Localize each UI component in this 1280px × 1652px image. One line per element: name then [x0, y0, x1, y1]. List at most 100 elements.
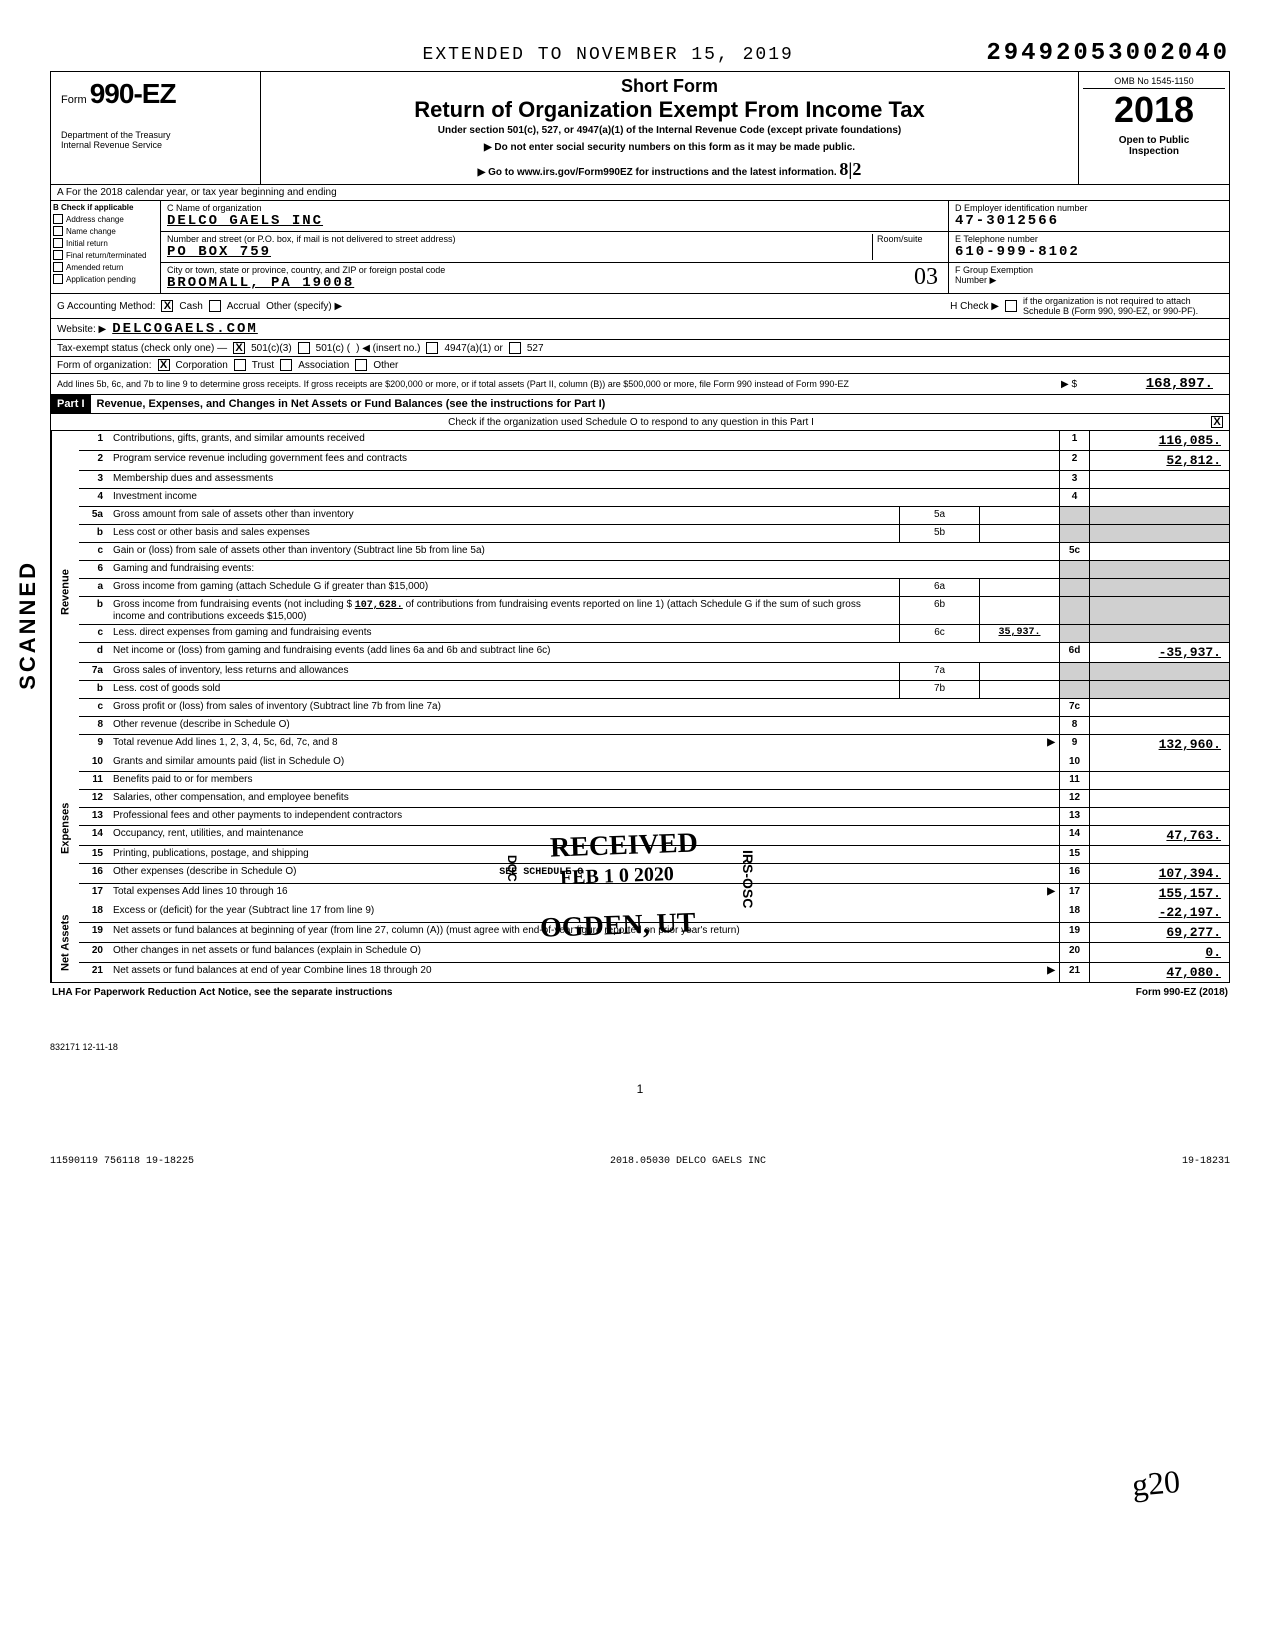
line-l-text: Add lines 5b, 6c, and 7b to line 9 to de…	[57, 379, 1055, 389]
corp-checkbox: X	[158, 359, 170, 371]
chk-pending: Application pending	[53, 274, 158, 284]
line-5b: bLess cost or other basis and sales expe…	[79, 525, 1229, 543]
line-6: 6Gaming and fundraising events:	[79, 561, 1229, 579]
group-exemption-row: F Group Exemption Number ▶	[949, 263, 1229, 288]
h-check-text: if the organization is not required to a…	[1023, 296, 1223, 316]
chk-address-change: Address change	[53, 214, 158, 224]
line-10: 10Grants and similar amounts paid (list …	[79, 754, 1229, 772]
line-17: 17Total expenses Add lines 10 through 16…	[79, 884, 1229, 903]
website-value: DELCOGAELS.COM	[112, 321, 258, 337]
other-org-checkbox	[355, 359, 367, 371]
line-14: 14Occupancy, rent, utilities, and mainte…	[79, 826, 1229, 846]
part1-header-row: Part I Revenue, Expenses, and Changes in…	[50, 395, 1230, 414]
footer-center: 2018.05030 DELCO GAELS INC	[610, 1156, 766, 1167]
lha-row: LHA For Paperwork Reduction Act Notice, …	[50, 983, 1230, 1002]
footer-code: 832171 12-11-18	[50, 1042, 1230, 1052]
line-8: 8Other revenue (describe in Schedule O)8	[79, 717, 1229, 735]
phone-row: E Telephone number 610-999-8102	[949, 232, 1229, 263]
line-6a: aGross income from gaming (attach Schedu…	[79, 579, 1229, 597]
line-7a: 7aGross sales of inventory, less returns…	[79, 663, 1229, 681]
line-11: 11Benefits paid to or for members11	[79, 772, 1229, 790]
line-j: Tax-exempt status (check only one) — X50…	[50, 340, 1230, 357]
form-number-cell: Form 990-EZ Department of the Treasury I…	[51, 72, 261, 184]
website-label: Website: ▶	[57, 324, 106, 335]
signature-initial: g20	[1130, 1463, 1181, 1504]
line-20: 20Other changes in net assets or fund ba…	[79, 943, 1229, 963]
dept-irs: Internal Revenue Service	[61, 140, 250, 150]
part1-label: Part I	[51, 395, 91, 413]
phone-value: 610-999-8102	[955, 244, 1223, 260]
line-6d: dNet income or (loss) from gaming and fu…	[79, 643, 1229, 663]
form-990ez-label: 990-EZ	[90, 78, 176, 109]
line-2: 2Program service revenue including gover…	[79, 451, 1229, 471]
line-l: Add lines 5b, 6c, and 7b to line 9 to de…	[50, 374, 1230, 395]
org-name-value: DELCO GAELS INC	[167, 213, 942, 229]
doc-stamp: DOC	[505, 855, 519, 882]
city-label: City or town, state or province, country…	[167, 265, 942, 275]
line-3: 3Membership dues and assessments3	[79, 471, 1229, 489]
box-d-e-f: D Employer identification number 47-3012…	[949, 201, 1229, 293]
org-name-row: C Name of organization DELCO GAELS INC	[161, 201, 948, 232]
inspection-label: Inspection	[1083, 146, 1225, 157]
line-g-h: G Accounting Method: XCash Accrual Other…	[50, 294, 1230, 319]
netassets-side-label: Net Assets	[51, 903, 79, 982]
line-a-calendar: A For the 2018 calendar year, or tax yea…	[50, 185, 1230, 201]
ssn-warning: ▶ Do not enter social security numbers o…	[265, 142, 1074, 153]
website-row: Website: ▶ DELCOGAELS.COM	[50, 319, 1230, 340]
ein-row: D Employer identification number 47-3012…	[949, 201, 1229, 232]
trust-checkbox	[234, 359, 246, 371]
line-7b: bLess. cost of goods sold7b	[79, 681, 1229, 699]
city-row: City or town, state or province, country…	[161, 263, 948, 293]
title-cell: Short Form Return of Organization Exempt…	[261, 72, 1079, 184]
line-18: 18Excess or (deficit) for the year (Subt…	[79, 903, 1229, 923]
top-line: EXTENDED TO NOVEMBER 15, 2019 2949205300…	[50, 40, 1230, 67]
h-check-label: H Check ▶	[950, 301, 999, 312]
lha-text: LHA For Paperwork Reduction Act Notice, …	[52, 987, 392, 998]
line-6b: bGross income from fundraising events (n…	[79, 597, 1229, 625]
ein-label: D Employer identification number	[955, 203, 1223, 213]
footer-left: 11590119 756118 19-18225	[50, 1156, 194, 1167]
city-value: BROOMALL, PA 19008	[167, 275, 942, 291]
501c-checkbox	[298, 342, 310, 354]
line-5a: 5aGross amount from sale of assets other…	[79, 507, 1229, 525]
chk-amended: Amended return	[53, 262, 158, 272]
phone-label: E Telephone number	[955, 234, 1223, 244]
org-name-label: C Name of organization	[167, 203, 942, 213]
extended-date: EXTENDED TO NOVEMBER 15, 2019	[230, 45, 986, 65]
form-header: Form 990-EZ Department of the Treasury I…	[50, 71, 1230, 185]
short-form-label: Short Form	[265, 76, 1074, 97]
part1-checkbox: X	[1211, 416, 1223, 428]
line-4: 4Investment income4	[79, 489, 1229, 507]
tax-year: 2018	[1083, 89, 1225, 131]
group-ex-label: F Group Exemption	[955, 265, 1223, 275]
group-ex-number: Number ▶	[955, 275, 1223, 286]
open-public: Open to Public	[1083, 135, 1225, 146]
line-5c: cGain or (loss) from sale of assets othe…	[79, 543, 1229, 561]
info-grid: B Check if applicable Address change Nam…	[50, 201, 1230, 294]
line-9: 9Total revenue Add lines 1, 2, 3, 4, 5c,…	[79, 735, 1229, 754]
4947-checkbox	[426, 342, 438, 354]
line-16: 16Other expenses (describe in Schedule O…	[79, 864, 1229, 884]
accounting-label: G Accounting Method:	[57, 301, 155, 312]
part1-table: Revenue 1Contributions, gifts, grants, a…	[50, 431, 1230, 983]
chk-name-change: Name change	[53, 226, 158, 236]
h-checkbox	[1005, 300, 1017, 312]
assoc-checkbox	[280, 359, 292, 371]
footer-right: 19-18231	[1182, 1156, 1230, 1167]
line-l-arrow: ▶ $	[1061, 379, 1077, 390]
revenue-side-label: Revenue	[51, 431, 79, 754]
room-suite: Room/suite	[872, 234, 942, 260]
line-1: 1Contributions, gifts, grants, and simil…	[79, 431, 1229, 451]
527-checkbox	[509, 342, 521, 354]
scanned-stamp: SCANNED	[15, 560, 41, 690]
subtitle: Under section 501(c), 527, or 4947(a)(1)…	[265, 125, 1074, 136]
line-21: 21Net assets or fund balances at end of …	[79, 963, 1229, 982]
addr-label: Number and street (or P.O. box, if mail …	[167, 234, 872, 244]
tax-exempt-label: Tax-exempt status (check only one) —	[57, 343, 227, 354]
501c3-checkbox: X	[233, 342, 245, 354]
expenses-side-label: Expenses	[51, 754, 79, 903]
chk-final-return: Final return/terminated	[53, 250, 158, 260]
line-7c: cGross profit or (loss) from sales of in…	[79, 699, 1229, 717]
accrual-checkbox	[209, 300, 221, 312]
part1-check-text: Check if the organization used Schedule …	[57, 417, 1205, 428]
